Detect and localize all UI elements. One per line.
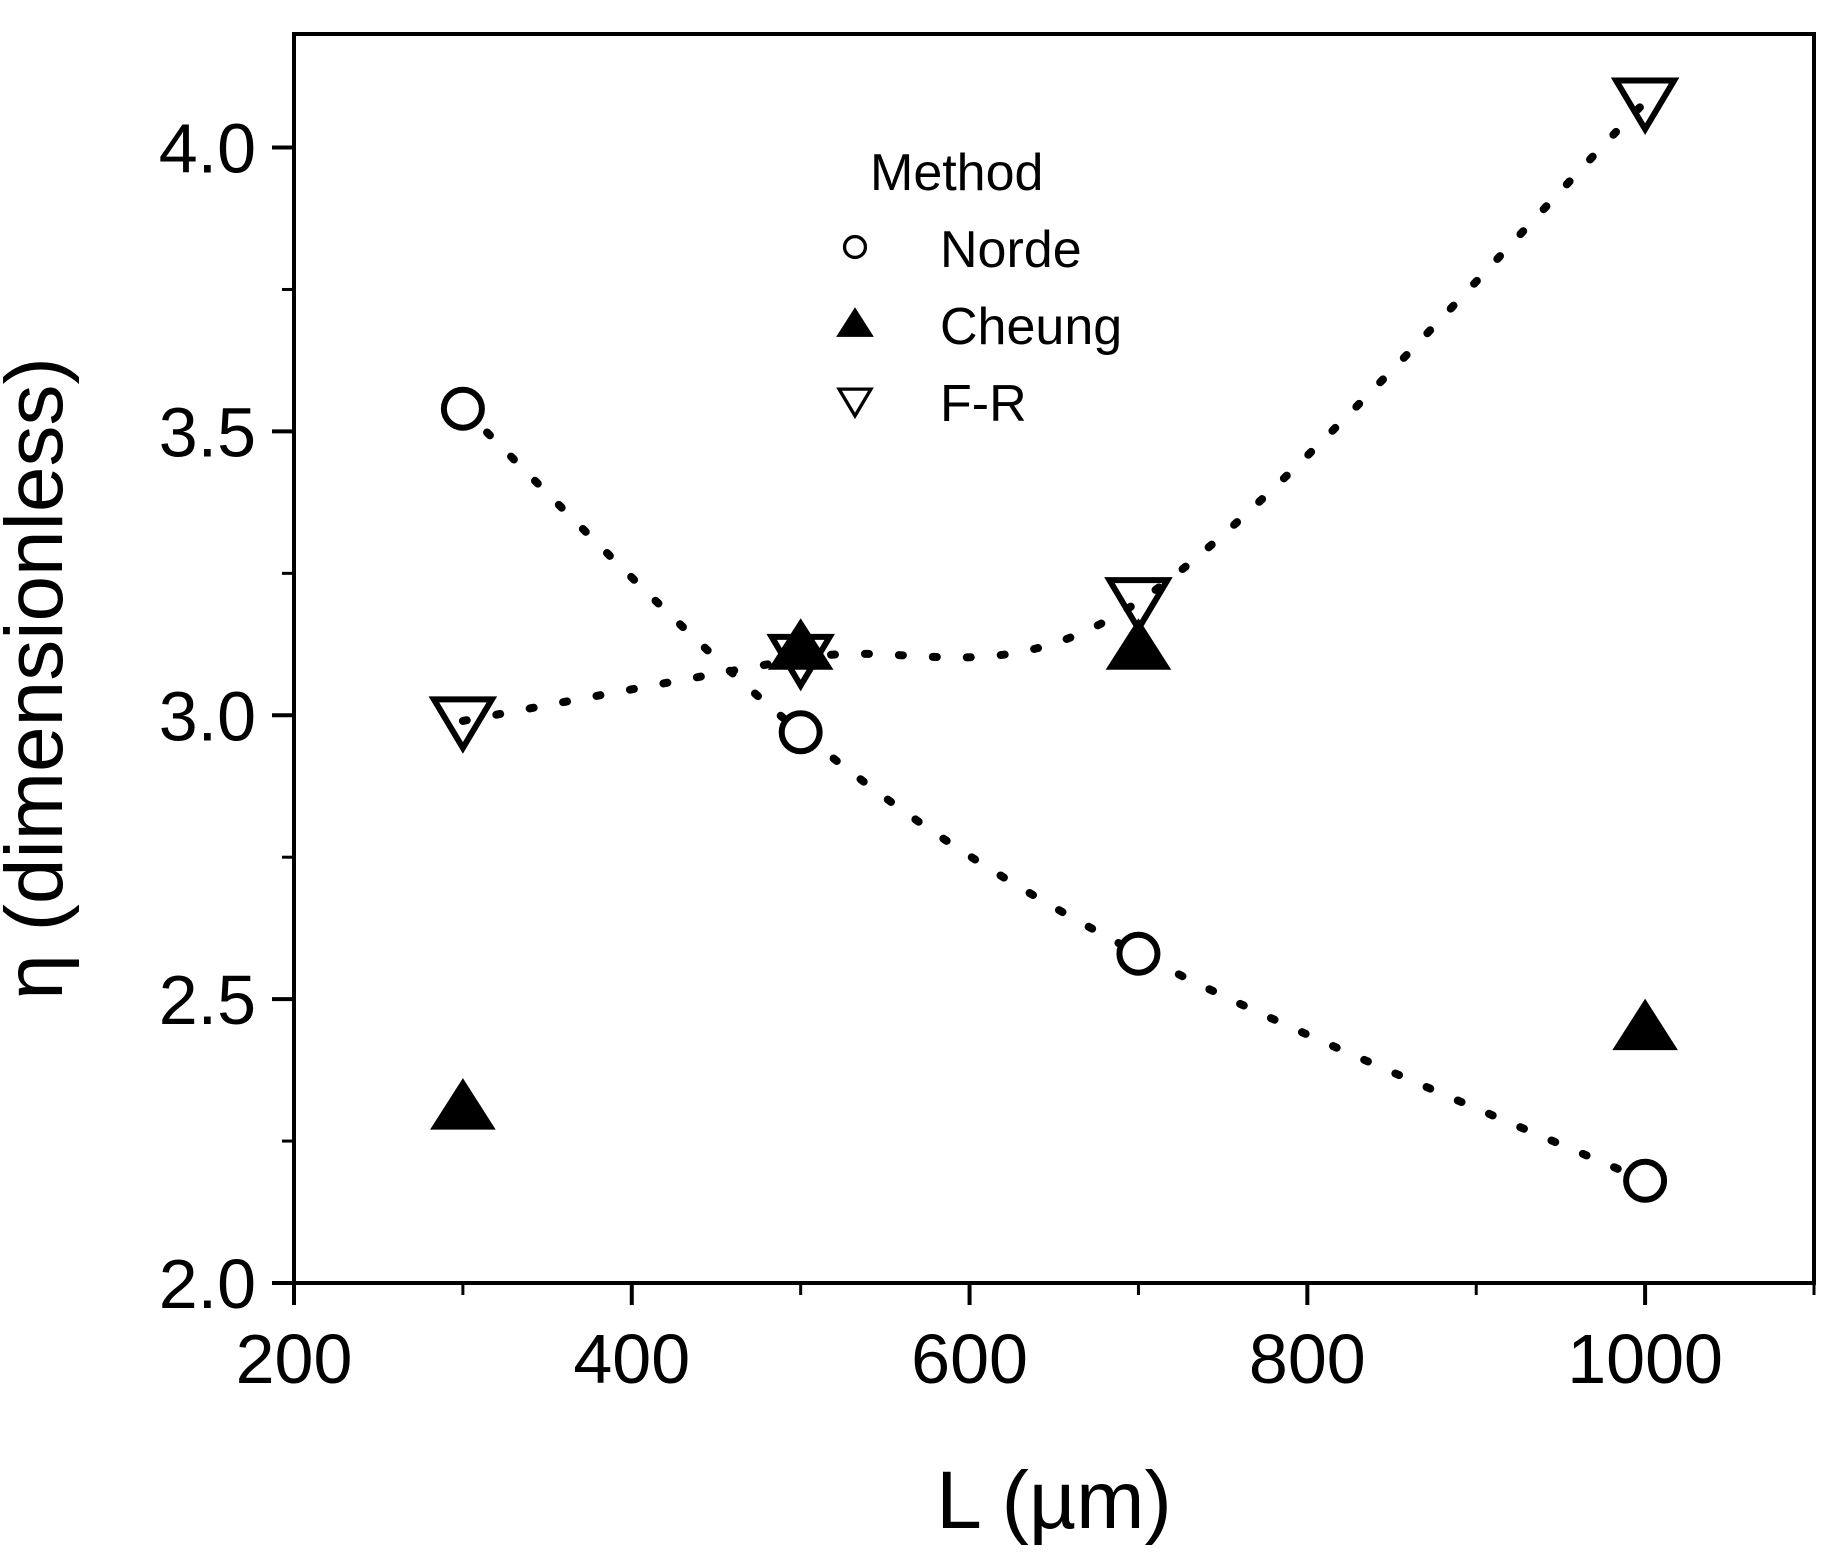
x-tick-label: 600 — [911, 1320, 1028, 1398]
series-cheung — [430, 618, 1678, 1130]
data-point-f-r — [766, 633, 835, 692]
data-point-norde — [1116, 931, 1161, 976]
legend-title: Method — [870, 144, 1043, 202]
tick-labels: 200 400 600 800 1000 2.0 2.5 3.0 3.5 4.0 — [159, 110, 1723, 1398]
legend: Method Norde Cheung F-R — [836, 144, 1122, 433]
legend-label-cheung: Cheung — [940, 298, 1122, 356]
fit-curve-f-r — [458, 98, 1650, 725]
legend-label-norde: Norde — [940, 221, 1082, 279]
y-axis-title: η (dimensionless) — [0, 357, 80, 1000]
x-tick-label: 800 — [1249, 1320, 1366, 1398]
data-point-f-r — [1104, 577, 1173, 635]
data-markers — [428, 77, 1680, 1203]
fit-curves — [458, 98, 1650, 1185]
y-tick-label: 2.0 — [159, 1245, 256, 1323]
legend-marker-norde — [842, 234, 868, 260]
circle-outline — [842, 234, 868, 260]
legend-marker-f-r — [836, 387, 874, 420]
legend-marker-cheung — [836, 307, 874, 337]
x-tick-label: 200 — [236, 1320, 353, 1398]
plot-border — [292, 32, 1816, 1285]
legend-entry-norde: Norde — [842, 221, 1082, 279]
data-point-norde — [1623, 1158, 1668, 1203]
data-point-cheung — [1105, 618, 1172, 670]
x-tick-label: 400 — [573, 1320, 690, 1398]
legend-entry-cheung: Cheung — [836, 298, 1122, 356]
data-point-cheung — [430, 1078, 496, 1130]
y-tick-label: 4.0 — [159, 110, 256, 188]
circle-outline — [1623, 1158, 1668, 1203]
circle-outline — [440, 386, 485, 431]
y-tick-label: 2.5 — [159, 961, 256, 1039]
legend-entry-f-r: F-R — [836, 375, 1027, 433]
legend-label-f-r: F-R — [940, 375, 1027, 433]
fit-curve-norde — [458, 404, 1650, 1185]
x-axis-title: L (µm) — [936, 1455, 1172, 1546]
circle-outline — [1116, 931, 1161, 976]
data-point-norde — [778, 710, 823, 755]
series-norde — [440, 386, 1668, 1203]
data-point-norde — [440, 386, 485, 431]
data-point-f-r — [1610, 77, 1680, 135]
series-f-r — [428, 77, 1680, 754]
y-tick-label: 3.5 — [159, 393, 256, 471]
data-point-cheung — [1612, 998, 1678, 1051]
circle-outline — [778, 710, 823, 755]
y-tick-label: 3.0 — [159, 677, 256, 755]
plot-frame — [292, 32, 1816, 1285]
data-point-f-r — [428, 696, 498, 754]
axis-ticks — [272, 145, 1816, 1305]
x-tick-label: 1000 — [1567, 1320, 1723, 1398]
